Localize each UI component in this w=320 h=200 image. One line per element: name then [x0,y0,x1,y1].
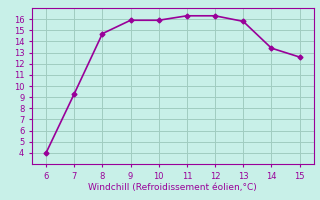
X-axis label: Windchill (Refroidissement éolien,°C): Windchill (Refroidissement éolien,°C) [88,183,257,192]
